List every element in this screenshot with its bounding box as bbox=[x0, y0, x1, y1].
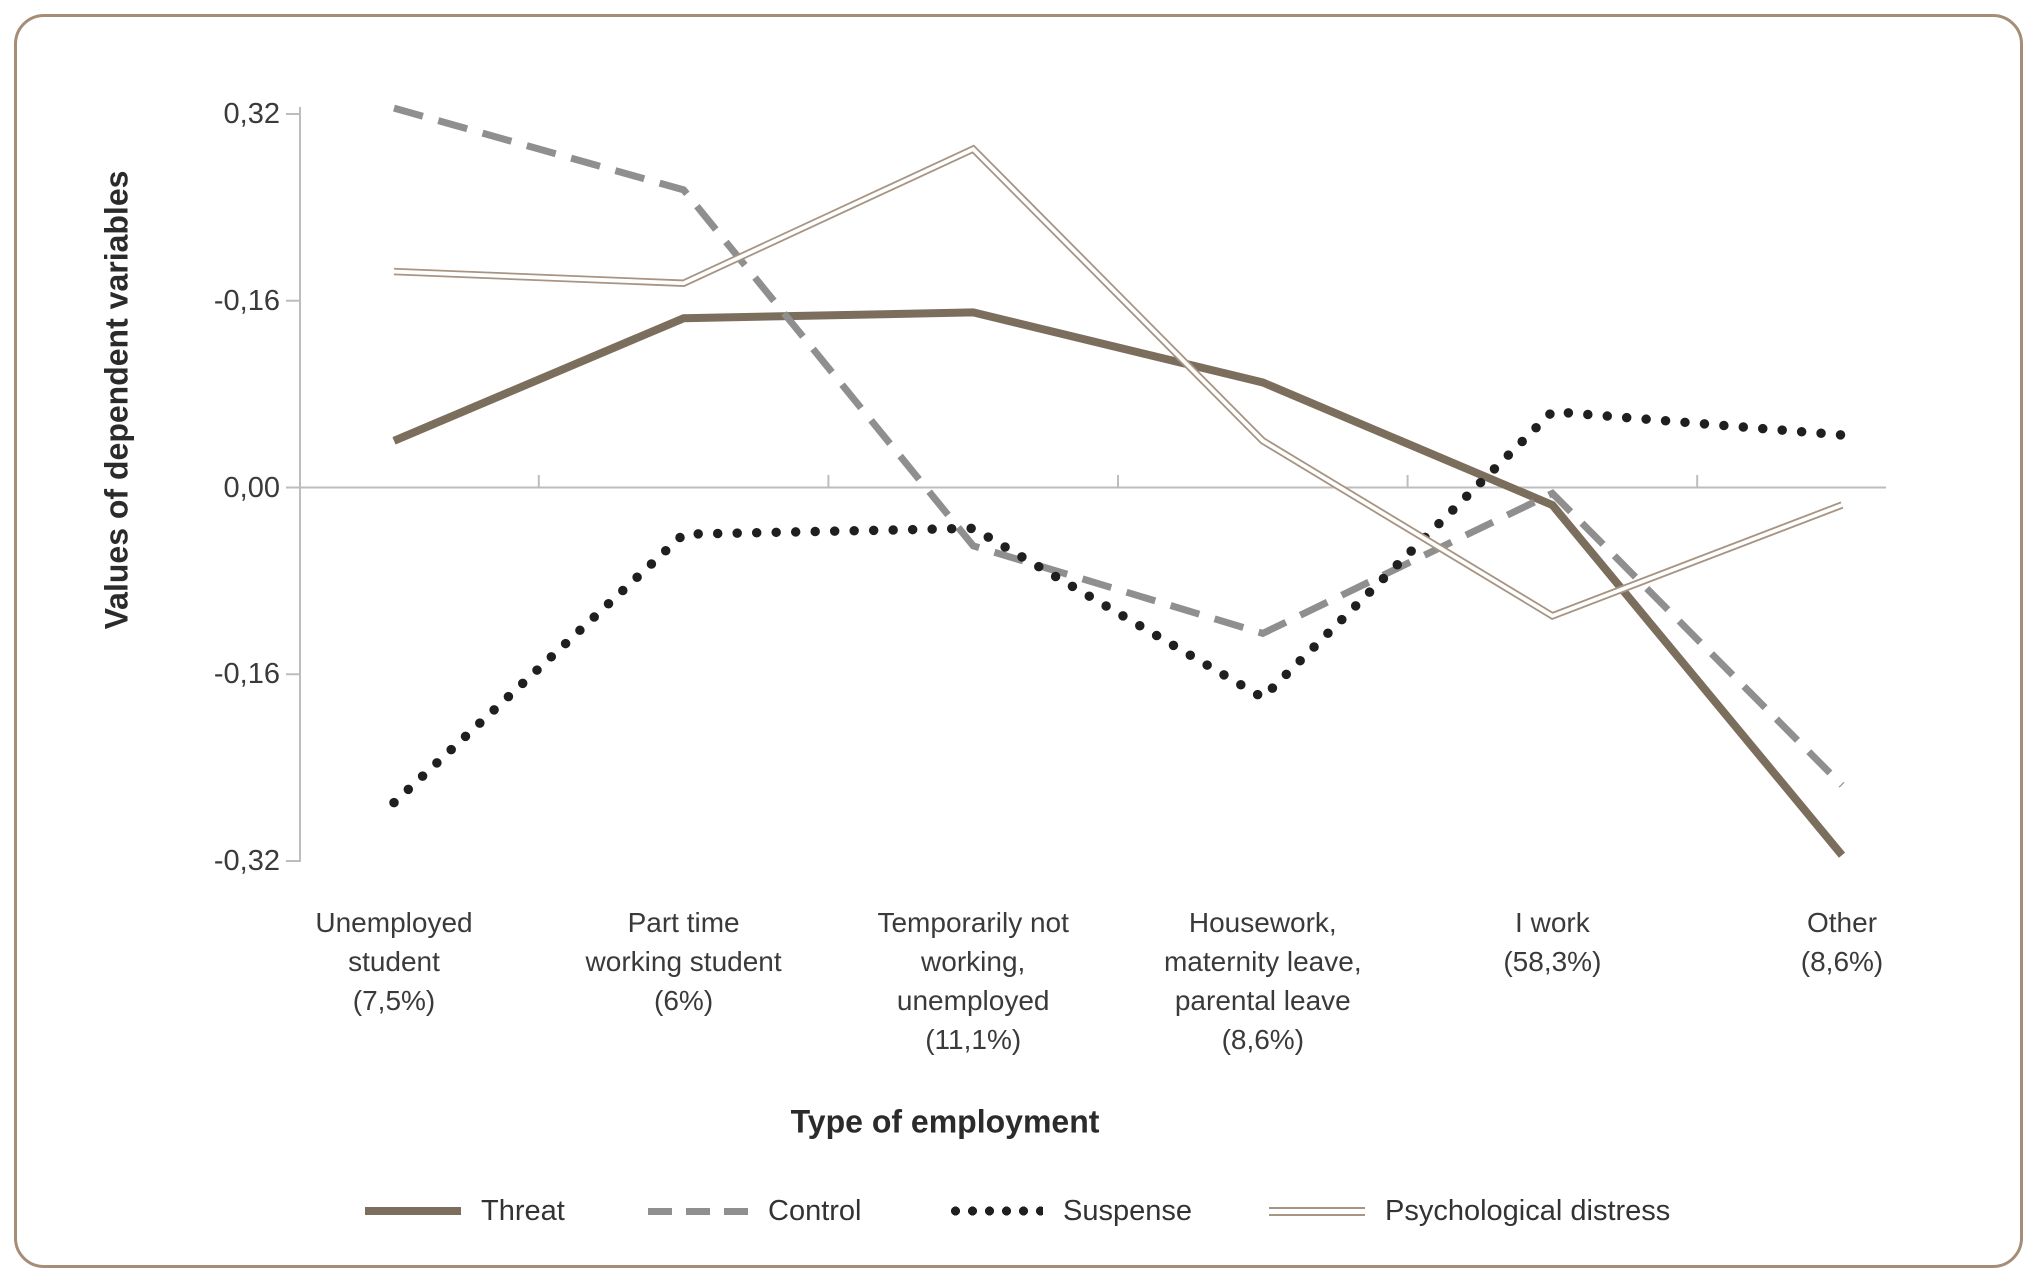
series-line-psychological-distress-inner-gap bbox=[393, 146, 1843, 618]
x-category-label: Housework, maternity leave, parental lea… bbox=[1163, 907, 1362, 1055]
x-category-label: Other (8,6%) bbox=[1800, 907, 1884, 977]
psychological-distress-line-swatch bbox=[1269, 1206, 1365, 1216]
legend-item-control: Control bbox=[648, 1193, 862, 1229]
legend-label-threat: Threat bbox=[481, 1194, 565, 1227]
x-category-label: Unemployed student (7,5%) bbox=[315, 907, 473, 1016]
legend-item-distress: Psychological distress bbox=[1269, 1193, 1670, 1229]
legend: Threat Control Suspense Psychological di… bbox=[0, 1193, 2037, 1233]
series-line-psychological-distress bbox=[393, 144, 1844, 620]
legend-label-control: Control bbox=[768, 1194, 862, 1227]
suspense-line-swatch bbox=[947, 1205, 1043, 1217]
legend-label-distress: Psychological distress bbox=[1385, 1194, 1671, 1227]
y-tick-label: -0,32 bbox=[213, 845, 280, 877]
legend-item-threat: Threat bbox=[365, 1193, 565, 1229]
y-tick-label: -0,16 bbox=[213, 284, 280, 317]
series-line-suspense bbox=[389, 406, 1847, 808]
x-axis-title: Type of employment bbox=[790, 1103, 1100, 1140]
x-category-label: Part time working student (6%) bbox=[585, 907, 782, 1016]
y-tick-label: -0,16 bbox=[213, 658, 280, 691]
series-line-control bbox=[393, 104, 1845, 788]
x-category-label: Temporarily not working, unemployed (11,… bbox=[877, 907, 1069, 1055]
threat-line-swatch bbox=[365, 1207, 461, 1215]
y-tick-label: 0,32 bbox=[223, 97, 280, 130]
x-category-label: I work (58,3%) bbox=[1503, 907, 1602, 977]
y-tick-label: 0,00 bbox=[223, 471, 280, 504]
legend-item-suspense: Suspense bbox=[947, 1193, 1192, 1229]
control-line-swatch bbox=[648, 1207, 748, 1215]
legend-label-suspense: Suspense bbox=[1063, 1194, 1192, 1227]
series-line-threat bbox=[392, 308, 1846, 858]
y-axis-title: Values of dependent variables bbox=[98, 170, 135, 630]
